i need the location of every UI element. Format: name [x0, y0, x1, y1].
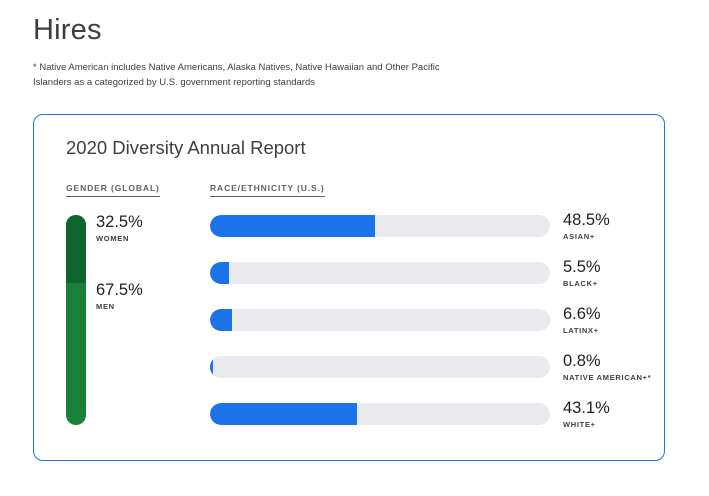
race-value-label: 0.8% [563, 352, 601, 370]
race-bar-fill [210, 262, 229, 284]
race-value-label: 6.6% [563, 305, 601, 323]
footnote-line-1: * Native American includes Native Americ… [33, 62, 440, 73]
race-category-label: LATINX+ [563, 326, 599, 335]
race-bar-track [210, 309, 550, 331]
gender-women-value: 32.5% [96, 213, 143, 231]
race-bar-fill [210, 403, 357, 425]
race-value-label: 48.5% [563, 211, 610, 229]
race-bar-fill [210, 215, 375, 237]
page-title: Hires [33, 14, 102, 46]
race-category-label: BLACK+ [563, 279, 598, 288]
gender-women-label: WOMEN [96, 234, 130, 243]
gender-bar-women-segment [66, 215, 86, 284]
race-category-label: ASIAN+ [563, 232, 595, 241]
gender-section-label: GENDER (GLOBAL) [66, 183, 160, 197]
race-bar-fill [210, 309, 233, 331]
gender-men-value: 67.5% [96, 281, 143, 300]
card-title: 2020 Diversity Annual Report [66, 137, 306, 158]
race-section-label: RACE/ETHNICITY (U.S.) [210, 183, 325, 197]
race-bar-track [210, 262, 550, 284]
race-value-label: 5.5% [563, 258, 601, 276]
race-category-label: NATIVE AMERICAN+* [563, 373, 652, 382]
race-bar-track [210, 215, 550, 237]
gender-bar [66, 215, 86, 425]
footnote-line-2: Islanders as a categorized by U.S. gover… [33, 77, 315, 88]
race-value-label: 43.1% [563, 399, 610, 417]
race-bar-track [210, 356, 550, 378]
gender-men-label: MEN [96, 302, 115, 312]
footnote: * Native American includes Native Americ… [33, 60, 453, 90]
race-category-label: WHITE+ [563, 420, 596, 429]
race-bar-track [210, 403, 550, 425]
race-bar-fill [210, 356, 213, 378]
report-card: 2020 Diversity Annual Report GENDER (GLO… [33, 114, 665, 461]
